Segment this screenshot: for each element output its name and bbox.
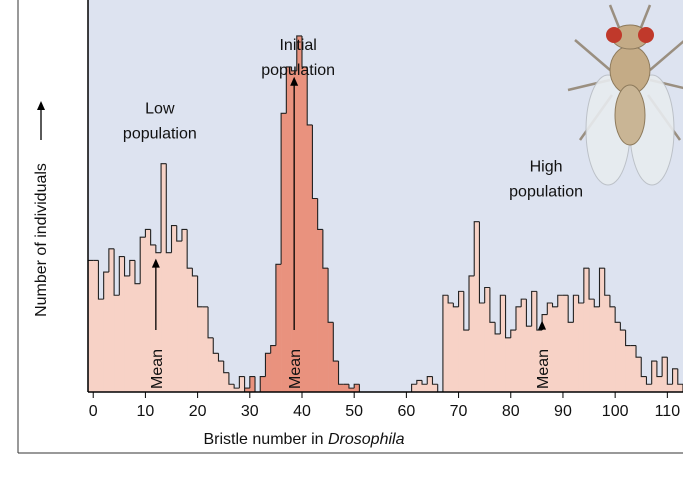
series-label: population <box>123 126 197 143</box>
x-tick-label: 60 <box>397 403 415 420</box>
bar <box>276 264 282 392</box>
x-tick-label: 100 <box>602 403 629 420</box>
mean-label: Mean <box>149 349 166 389</box>
bar <box>412 384 418 392</box>
series-label: population <box>509 184 583 201</box>
bar <box>511 330 517 392</box>
bar <box>88 260 94 392</box>
bar <box>125 276 131 392</box>
series-label: Low <box>145 101 175 118</box>
bar <box>119 257 125 392</box>
x-tick-label: 80 <box>502 403 520 420</box>
bar <box>172 226 178 392</box>
y-axis-label: Number of individuals <box>33 163 50 317</box>
x-tick-label: 30 <box>241 403 259 420</box>
x-tick-label: 110 <box>655 403 681 420</box>
bar <box>558 295 564 392</box>
x-tick-label: 40 <box>293 403 311 420</box>
bar <box>506 338 512 392</box>
bar <box>479 303 485 392</box>
x-tick-label: 20 <box>189 403 207 420</box>
bar <box>453 307 459 392</box>
bar <box>678 384 683 392</box>
bar <box>135 284 141 392</box>
bar <box>579 303 585 392</box>
bar <box>526 326 532 392</box>
bar <box>448 303 454 392</box>
x-label-text: Bristle number in <box>204 431 324 448</box>
bar <box>646 384 652 392</box>
bar <box>573 295 579 392</box>
chart: Mean Mean Mean Bristle number in Drosophil… <box>0 0 683 485</box>
series-label: High <box>530 159 563 176</box>
bar <box>104 272 110 392</box>
x-tick-label: 90 <box>554 403 572 420</box>
bar <box>657 377 663 392</box>
bar <box>615 322 621 392</box>
bar <box>339 384 345 392</box>
mean-label: Mean <box>287 349 304 389</box>
x-label-italic: Drosophila <box>328 431 405 448</box>
bar <box>469 276 475 392</box>
bar <box>464 330 470 392</box>
series-label: population <box>261 62 335 79</box>
bar <box>114 295 120 392</box>
bar <box>166 253 172 392</box>
bar <box>286 67 292 392</box>
bar <box>140 237 146 392</box>
bar <box>667 384 673 392</box>
bar <box>589 299 595 392</box>
bar <box>198 307 204 392</box>
bar <box>281 113 287 392</box>
x-tick-label: 50 <box>345 403 363 420</box>
bar <box>605 295 611 392</box>
bar <box>422 384 428 392</box>
bar <box>516 307 522 392</box>
mean-label: Mean <box>535 349 552 389</box>
x-axis-label: Bristle number in Drosophila <box>204 431 405 448</box>
x-tick-label: 10 <box>137 403 155 420</box>
x-tick-label: 0 <box>89 403 98 420</box>
y-arrow-head <box>37 101 45 110</box>
bar <box>495 334 501 392</box>
bar <box>98 299 104 392</box>
bar <box>177 241 183 392</box>
x-tick-label: 70 <box>450 403 468 420</box>
bar <box>260 377 266 392</box>
bar <box>553 307 559 392</box>
series-label: Initial <box>279 37 316 54</box>
bar <box>187 268 193 392</box>
bar <box>297 36 303 392</box>
bar <box>265 353 271 392</box>
bar <box>568 322 574 392</box>
bar <box>271 346 277 392</box>
bar <box>594 307 600 392</box>
bar <box>443 295 449 392</box>
bar <box>626 346 632 392</box>
